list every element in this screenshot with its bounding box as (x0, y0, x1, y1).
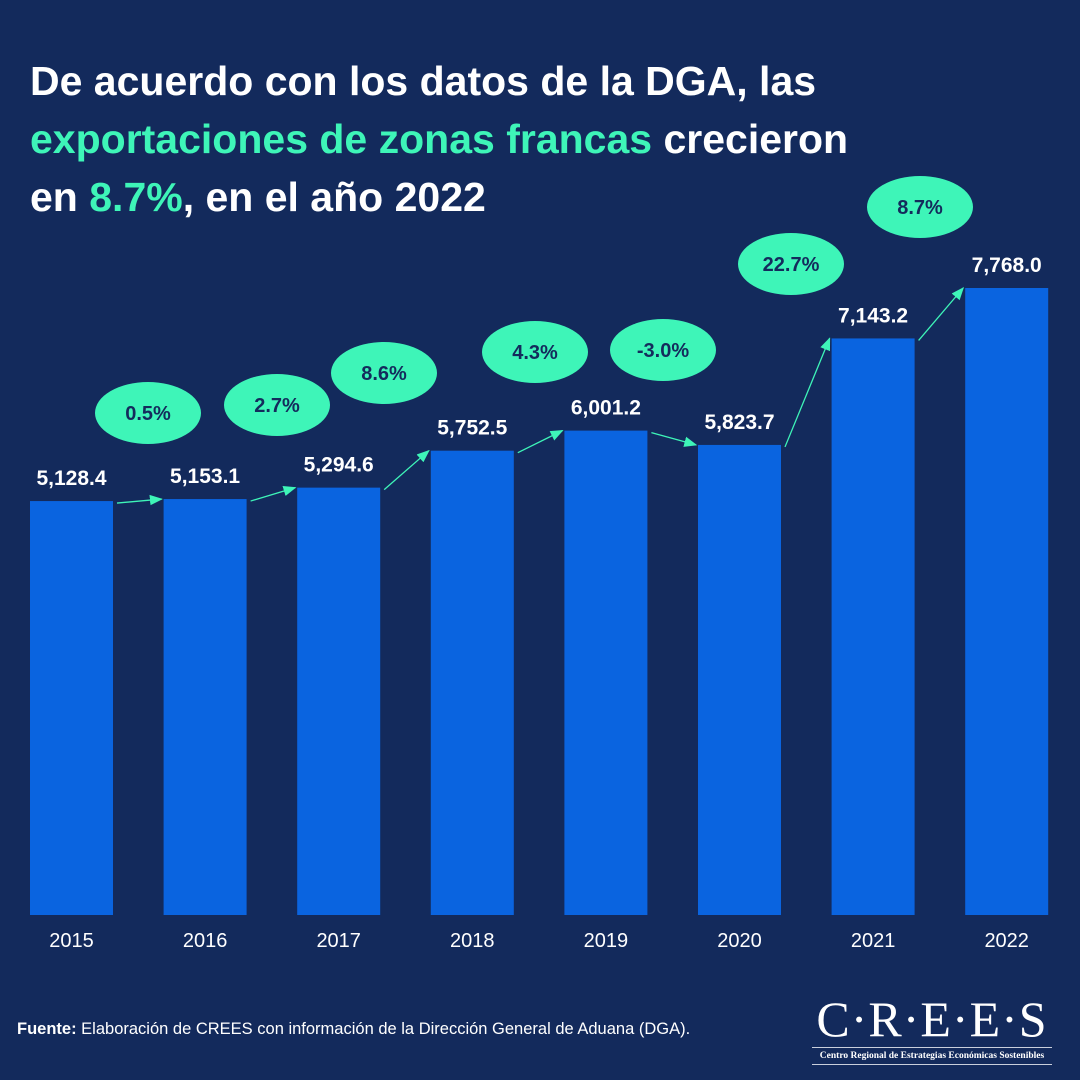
value-label-2018: 5,752.5 (437, 417, 507, 440)
bar-2018 (430, 450, 514, 915)
value-label-2017: 5,294.6 (304, 454, 374, 477)
x-tick-label-2015: 2015 (49, 930, 94, 952)
bar-2021 (831, 338, 915, 915)
bar-2022 (965, 288, 1049, 915)
bar-2020 (698, 444, 781, 915)
x-tick-label-2017: 2017 (316, 930, 361, 952)
source-note: Fuente: Elaboración de CREES con informa… (17, 1020, 690, 1039)
growth-label: 2.7% (254, 395, 300, 417)
title-text: , en el año 2022 (182, 174, 486, 220)
logo-name: C·R·E·E·S (816, 991, 1048, 1047)
value-label-2022: 7,768.0 (972, 254, 1042, 277)
value-label-2021: 7,143.2 (838, 304, 908, 327)
growth-bubble (482, 321, 588, 383)
logo-subtitle: Centro Regional de Estrategias Económica… (819, 1051, 1045, 1061)
value-label-2019: 6,001.2 (571, 397, 641, 420)
growth-label: 8.7% (897, 197, 943, 219)
growth-bubble (610, 319, 716, 381)
title-highlight: 8.7% (89, 174, 183, 220)
x-tick-label-2021: 2021 (851, 930, 896, 952)
x-tick-label-2016: 2016 (183, 930, 228, 952)
growth-bubble (95, 382, 201, 444)
growth-bubble (224, 374, 330, 436)
growth-label: 0.5% (125, 403, 171, 425)
bar-2016 (163, 499, 247, 915)
growth-arrow (918, 287, 965, 341)
bar-chart: 5,128.4 2015 5,153.1 2016 5,294.6 2017 5,752.5… (30, 176, 1049, 952)
bar-2017 (297, 487, 381, 915)
growth-label: -3.0% (637, 340, 689, 362)
title-highlight: exportaciones de zonas francas (30, 116, 653, 162)
growth-bubble (867, 176, 973, 238)
title-text: crecieron (652, 116, 849, 162)
value-label-2015: 5,128.4 (36, 467, 106, 490)
source-text: Elaboración de CREES con información de … (76, 1020, 691, 1038)
bar-2019 (564, 430, 648, 915)
growth-bubble (738, 233, 844, 295)
growth-bubble (331, 342, 437, 404)
growth-label: 22.7% (763, 254, 820, 276)
value-label-2016: 5,153.1 (170, 465, 240, 488)
value-label-2020: 5,823.7 (704, 411, 774, 434)
growth-label: 8.6% (361, 363, 407, 385)
x-tick-label-2018: 2018 (450, 930, 495, 952)
title-text: en (30, 174, 90, 220)
growth-arrow (250, 486, 297, 502)
crees-logo: C·R·E·E·S Centro Regional de Estrategias… (812, 993, 1052, 1065)
growth-arrow (651, 431, 698, 447)
growth-arrow (784, 337, 831, 448)
growth-arrow (383, 449, 430, 491)
source-label: Fuente: (17, 1020, 77, 1038)
bar-2015 (30, 501, 113, 915)
x-tick-label-2020: 2020 (717, 930, 762, 952)
growth-arrow (116, 494, 163, 506)
growth-label: 4.3% (512, 342, 558, 364)
chart-title: De acuerdo con los datos de la DGA, las … (30, 52, 1030, 226)
title-text: De acuerdo con los datos de la DGA, las (30, 58, 817, 104)
x-tick-label-2022: 2022 (984, 930, 1029, 952)
x-tick-label-2019: 2019 (584, 930, 629, 952)
growth-arrow (517, 430, 564, 454)
